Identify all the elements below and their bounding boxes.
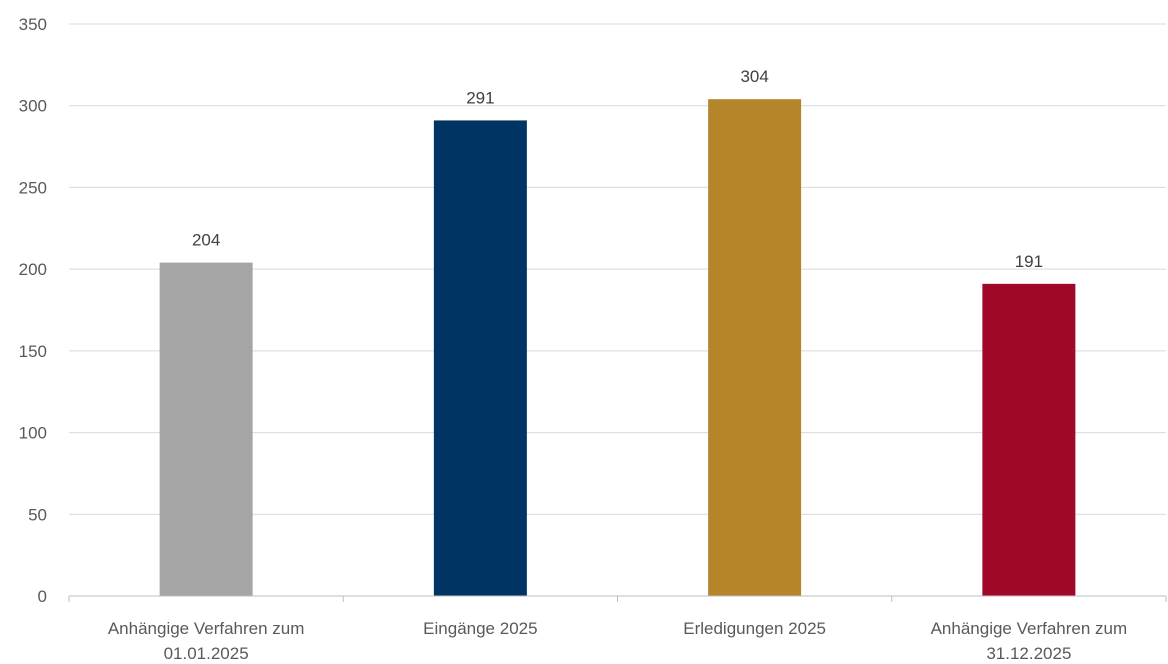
data-labels: 204 291 304 191 [192, 67, 1043, 271]
bar [159, 262, 253, 596]
bar [708, 99, 802, 597]
category-label: Erledigungen 2025 [683, 619, 826, 638]
y-tick-label: 100 [19, 424, 47, 443]
y-tick-label: 300 [19, 97, 47, 116]
y-tick-label: 150 [19, 342, 47, 361]
y-tick-label: 200 [19, 260, 47, 279]
y-axis-ticks: 0 50 100 150 200 250 300 350 [19, 15, 47, 606]
y-tick-label: 0 [38, 587, 47, 606]
bar [982, 283, 1076, 596]
bar [433, 120, 527, 597]
category-label: Eingänge 2025 [423, 619, 537, 638]
bar-value-label: 204 [192, 231, 220, 250]
category-label: Anhängige Verfahren zum 01.01.2025 [108, 619, 305, 663]
bar-value-label: 291 [466, 88, 494, 107]
y-tick-label: 50 [28, 505, 47, 524]
bar-value-label: 304 [740, 67, 768, 86]
x-axis: Anhängige Verfahren zum 01.01.2025 Eingäng… [68, 595, 1167, 663]
bars [159, 99, 1076, 597]
y-tick-label: 350 [19, 15, 47, 34]
y-tick-label: 250 [19, 178, 47, 197]
category-label: Anhängige Verfahren zum 31.12.2025 [931, 619, 1128, 663]
bar-value-label: 191 [1015, 252, 1043, 271]
